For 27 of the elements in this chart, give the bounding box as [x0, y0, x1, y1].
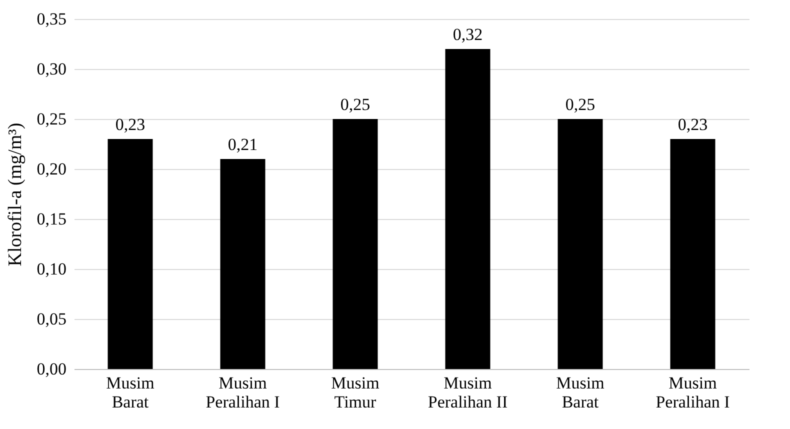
y-tick-label: 0,25 — [36, 110, 66, 128]
data-label: 0,25 — [340, 95, 370, 114]
data-label: 0,23 — [678, 115, 708, 134]
bar — [332, 119, 378, 369]
bar — [445, 49, 490, 369]
data-label: 0,25 — [565, 95, 596, 114]
x-tick-label: Musim Barat — [556, 374, 604, 412]
y-tick-label: 0,00 — [36, 360, 66, 378]
data-label: 0,32 — [452, 25, 483, 44]
data-label: 0,21 — [228, 135, 258, 154]
bar — [220, 159, 266, 369]
data-label: 0,23 — [115, 115, 146, 134]
x-tick-label: Musim Peralihan I — [656, 374, 730, 412]
bar — [108, 139, 153, 369]
y-tick-label: 0,20 — [36, 160, 66, 178]
y-axis-title: Klorofil-a (mg/m³) — [4, 122, 26, 266]
bar — [670, 139, 716, 369]
y-tick-label: 0,30 — [36, 60, 66, 78]
y-tick-label: 0,15 — [36, 210, 66, 228]
x-tick-label: Musim Timur — [331, 374, 380, 412]
y-tick-label: 0,05 — [36, 310, 66, 328]
x-tick-label: Musim Peralihan I — [206, 374, 280, 412]
x-tick-label: Musim Barat — [106, 374, 154, 412]
y-tick-label: 0,10 — [36, 260, 66, 278]
x-tick-label: Musim Peralihan II — [428, 374, 508, 412]
bar — [558, 119, 603, 369]
y-tick-label: 0,35 — [36, 10, 66, 28]
